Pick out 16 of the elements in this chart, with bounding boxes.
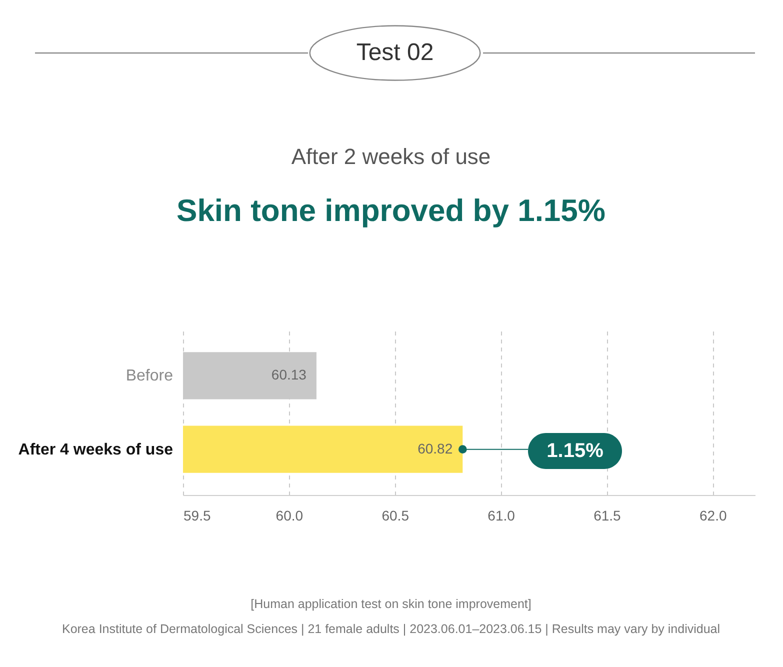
text: [Human application test on skin tone improvement] <box>250 597 532 611</box>
chart-title: Skin tone improved by 1.15% <box>176 193 606 228</box>
x-tick-label: 60.5 <box>382 508 410 524</box>
data-label: 60.13 <box>271 366 307 383</box>
annotation: 1.15% <box>546 440 604 462</box>
x-tick-label: 61.0 <box>488 508 516 524</box>
x-tick-label: 62.0 <box>700 508 727 524</box>
chart-subtitle: After 2 weeks of use <box>291 144 491 169</box>
text: Test 02 <box>356 39 434 66</box>
y-tick-label: After 4 weeks of use <box>18 441 174 458</box>
y-tick-label: Before <box>126 368 174 385</box>
x-tick-label: 61.5 <box>594 508 622 524</box>
text: Korea Institute of Dermatological Sciences | 21 female adults | 2023.06.01–2023.06.15 | Results may vary by individual <box>62 622 720 636</box>
data-label: 60.82 <box>418 440 453 456</box>
x-tick-label: 59.5 <box>184 508 211 524</box>
x-tick-label: 60.0 <box>276 508 304 524</box>
